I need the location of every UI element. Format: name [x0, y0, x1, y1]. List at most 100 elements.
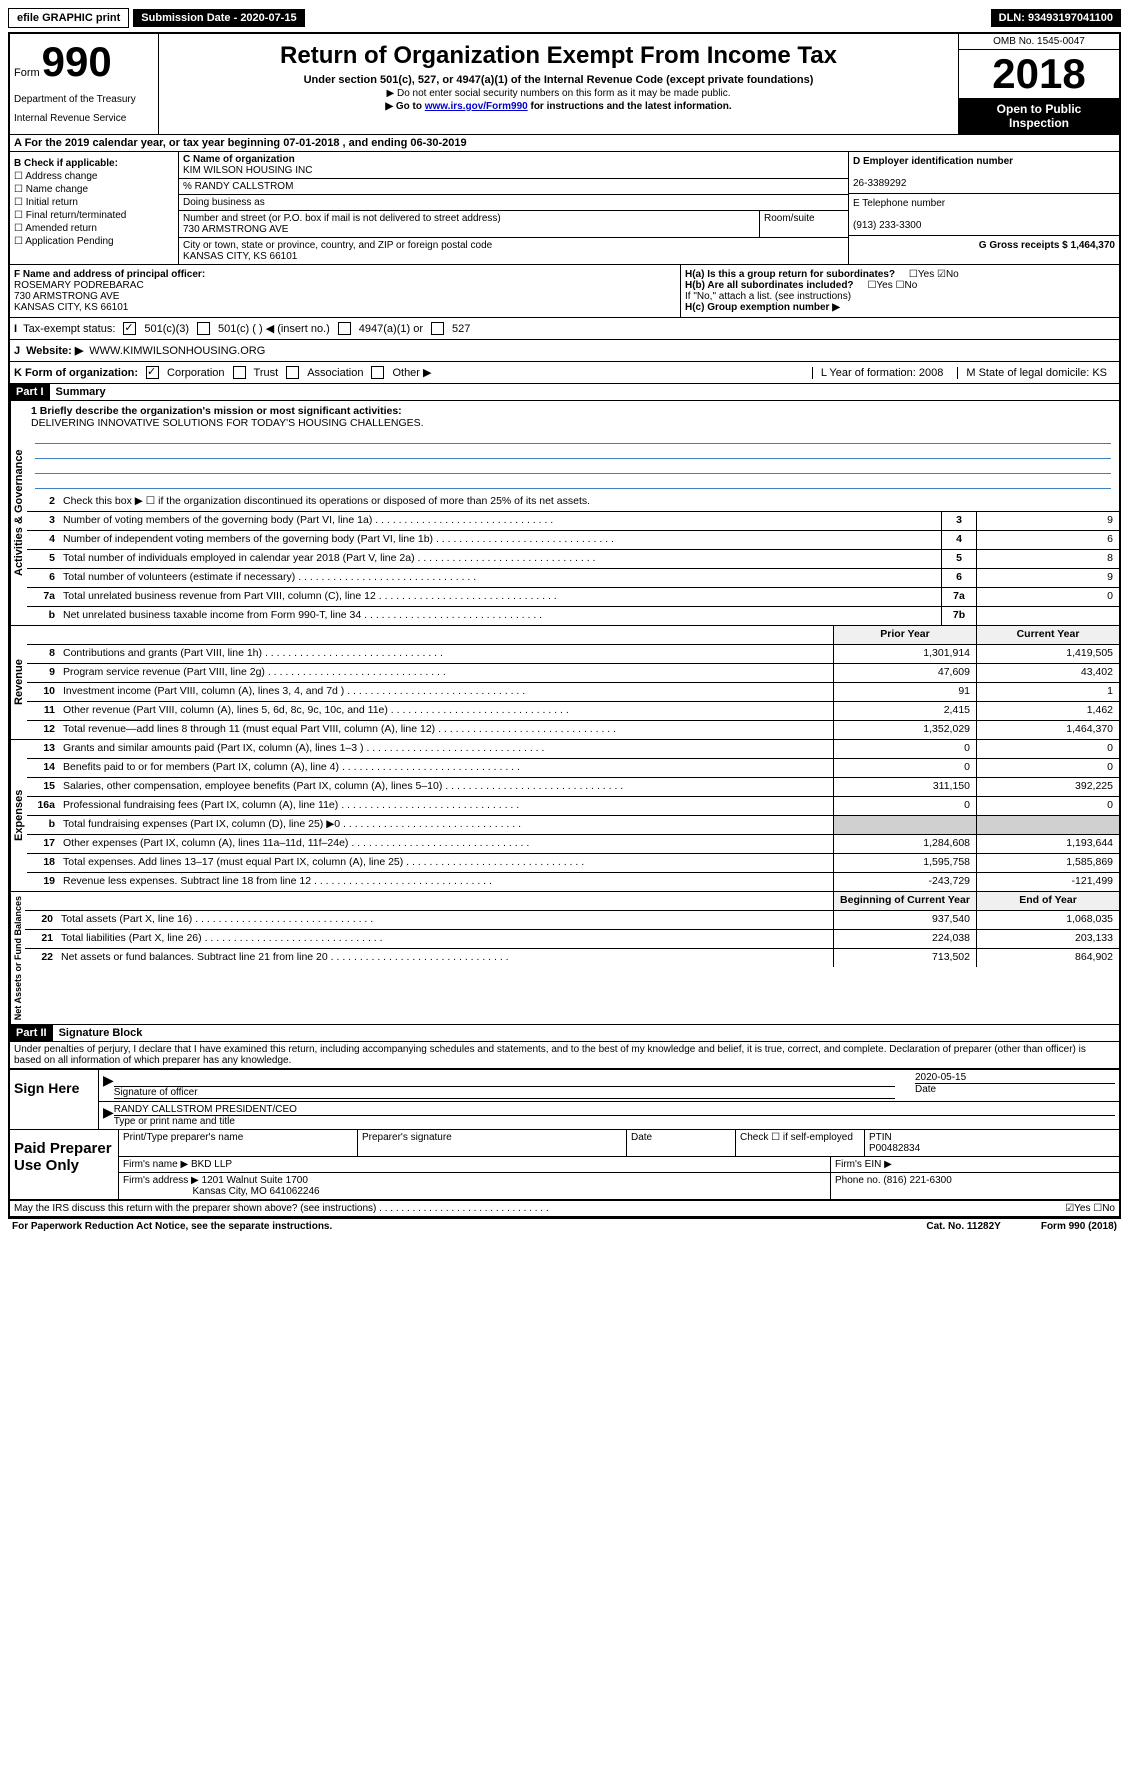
- table-row: 16aProfessional fundraising fees (Part I…: [27, 797, 1119, 816]
- chk-address[interactable]: ☐ Address change: [14, 171, 174, 182]
- cat-no: Cat. No. 11282Y: [926, 1221, 1000, 1232]
- section-netassets: Net Assets or Fund Balances Beginning of…: [10, 892, 1119, 1025]
- discuss-yesno[interactable]: ☑Yes ☐No: [1065, 1203, 1115, 1214]
- footer-row: For Paperwork Reduction Act Notice, see …: [8, 1218, 1121, 1234]
- chk-527[interactable]: [431, 322, 444, 335]
- discuss-q: May the IRS discuss this return with the…: [14, 1203, 376, 1214]
- section-governance: Activities & Governance 1 Briefly descri…: [10, 401, 1119, 626]
- row-a-period: A For the 2019 calendar year, or tax yea…: [10, 135, 1119, 152]
- vlabel-expenses: Expenses: [10, 740, 27, 891]
- table-row: 22Net assets or fund balances. Subtract …: [25, 949, 1119, 967]
- tax-year: 2018: [959, 50, 1119, 98]
- prep-date-hdr: Date: [627, 1130, 736, 1156]
- irs-link[interactable]: www.irs.gov/Form990: [425, 101, 528, 112]
- firm-addr2: Kansas City, MO 641062246: [192, 1186, 319, 1197]
- firm-addr-label: Firm's address ▶: [123, 1175, 199, 1186]
- efile-button[interactable]: efile GRAPHIC print: [8, 8, 129, 28]
- hb-label: H(b) Are all subordinates included?: [685, 280, 854, 291]
- city-val: KANSAS CITY, KS 66101: [183, 251, 297, 262]
- hdr-prior: Prior Year: [833, 626, 976, 644]
- street-addr: 730 ARMSTRONG AVE: [183, 224, 288, 235]
- rule-line: [35, 459, 1111, 474]
- ha-yesno[interactable]: ☐Yes ☑No: [909, 269, 959, 280]
- prep-sig-hdr: Preparer's signature: [358, 1130, 627, 1156]
- pra-notice: For Paperwork Reduction Act Notice, see …: [12, 1221, 332, 1232]
- table-row: 3Number of voting members of the governi…: [27, 512, 1119, 531]
- chk-4947[interactable]: [338, 322, 351, 335]
- ptin-hdr: PTIN: [869, 1132, 892, 1143]
- vlabel-revenue: Revenue: [10, 626, 27, 739]
- header-right: OMB No. 1545-0047 2018 Open to Public In…: [958, 34, 1119, 134]
- part2-badge: Part II: [10, 1025, 53, 1041]
- form-ref: Form 990 (2018): [1041, 1221, 1117, 1232]
- open-line1: Open to Public: [963, 102, 1115, 116]
- chk-amended[interactable]: ☐ Amended return: [14, 223, 174, 234]
- firm-ein-label: Firm's EIN ▶: [831, 1157, 1119, 1172]
- ts-501c3: 501(c)(3): [144, 323, 189, 335]
- self-emp-hdr[interactable]: Check ☐ if self-employed: [736, 1130, 865, 1156]
- e-label: E Telephone number: [853, 198, 945, 209]
- h-group: H(a) Is this a group return for subordin…: [681, 265, 1119, 317]
- form-subtitle: Under section 501(c), 527, or 4947(a)(1)…: [163, 74, 954, 86]
- table-row: 4Number of independent voting members of…: [27, 531, 1119, 550]
- chk-initial[interactable]: ☐ Initial return: [14, 197, 174, 208]
- discuss-row: May the IRS discuss this return with the…: [10, 1201, 1119, 1216]
- table-row: 9Program service revenue (Part VIII, lin…: [27, 664, 1119, 683]
- chk-final[interactable]: ☐ Final return/terminated: [14, 210, 174, 221]
- part2-header-row: Part II Signature Block: [10, 1025, 1119, 1042]
- chk-pending[interactable]: ☐ Application Pending: [14, 236, 174, 247]
- chk-other[interactable]: [371, 366, 384, 379]
- open-public-badge: Open to Public Inspection: [959, 98, 1119, 134]
- chk-name[interactable]: ☐ Name change: [14, 184, 174, 195]
- section-expenses: Expenses 13Grants and similar amounts pa…: [10, 740, 1119, 892]
- city-label: City or town, state or province, country…: [183, 240, 492, 251]
- ts-4947: 4947(a)(1) or: [359, 323, 423, 335]
- hb-yesno[interactable]: ☐Yes ☐No: [867, 280, 917, 291]
- top-toolbar: efile GRAPHIC print Submission Date - 20…: [8, 8, 1121, 28]
- row-tax-status: I Tax-exempt status: 501(c)(3) 501(c) ( …: [10, 318, 1119, 340]
- table-row: 15Salaries, other compensation, employee…: [27, 778, 1119, 797]
- rule-line: [35, 444, 1111, 459]
- ein-val: 26-3389292: [853, 178, 906, 189]
- table-row: 17Other expenses (Part IX, column (A), l…: [27, 835, 1119, 854]
- hdr-end: End of Year: [976, 892, 1119, 910]
- line2-text: Check this box ▶ ☐ if the organization d…: [59, 493, 1119, 511]
- paid-preparer-section: Paid Preparer Use Only Print/Type prepar…: [10, 1130, 1119, 1201]
- header-left: Form 990 Department of the Treasury Inte…: [10, 34, 159, 134]
- table-row: 21Total liabilities (Part X, line 26)224…: [25, 930, 1119, 949]
- hb-note: If "No," attach a list. (see instruction…: [685, 291, 1115, 302]
- d-label: D Employer identification number: [853, 156, 1013, 167]
- chk-corp[interactable]: [146, 366, 159, 379]
- firm-addr1: 1201 Walnut Suite 1700: [202, 1175, 308, 1186]
- m-state: M State of legal domicile: KS: [957, 367, 1115, 379]
- dept-treasury: Department of the Treasury: [14, 94, 154, 105]
- header-center: Return of Organization Exempt From Incom…: [159, 34, 958, 134]
- submission-date-button[interactable]: Submission Date - 2020-07-15: [133, 9, 304, 27]
- org-name: KIM WILSON HOUSING INC: [183, 165, 312, 176]
- chk-501c[interactable]: [197, 322, 210, 335]
- prep-name-hdr: Print/Type preparer's name: [119, 1130, 358, 1156]
- b-label: B Check if applicable:: [14, 158, 118, 169]
- chk-501c3[interactable]: [123, 322, 136, 335]
- table-row: 13Grants and similar amounts paid (Part …: [27, 740, 1119, 759]
- ts-501c: 501(c) ( ) ◀ (insert no.): [218, 322, 330, 335]
- mission-text: DELIVERING INNOVATIVE SOLUTIONS FOR TODA…: [31, 417, 424, 429]
- sig-date-val: 2020-05-15: [915, 1072, 1115, 1083]
- line1-mission: 1 Briefly describe the organization's mi…: [27, 401, 1119, 493]
- officer-addr2: KANSAS CITY, KS 66101: [14, 302, 128, 313]
- officer-typed-name: RANDY CALLSTROM PRESIDENT/CEO: [114, 1104, 1115, 1115]
- name-label: Type or print name and title: [114, 1115, 1115, 1127]
- chk-assoc[interactable]: [286, 366, 299, 379]
- table-row: 6Total number of volunteers (estimate if…: [27, 569, 1119, 588]
- vlabel-governance: Activities & Governance: [10, 401, 27, 625]
- table-row: 20Total assets (Part X, line 16)937,5401…: [25, 911, 1119, 930]
- dln-label: DLN: 93493197041100: [991, 9, 1121, 27]
- table-row: 7aTotal unrelated business revenue from …: [27, 588, 1119, 607]
- officer-addr1: 730 ARMSTRONG AVE: [14, 291, 119, 302]
- chk-trust[interactable]: [233, 366, 246, 379]
- goto-note: ▶ Go to www.irs.gov/Form990 for instruct…: [163, 101, 954, 112]
- officer-name: ROSEMARY PODREBARAC: [14, 280, 144, 291]
- row-website: J Website: ▶ WWW.KIMWILSONHOUSING.ORG: [10, 340, 1119, 362]
- k-trust: Trust: [254, 367, 279, 379]
- sign-here-label: Sign Here: [10, 1070, 99, 1129]
